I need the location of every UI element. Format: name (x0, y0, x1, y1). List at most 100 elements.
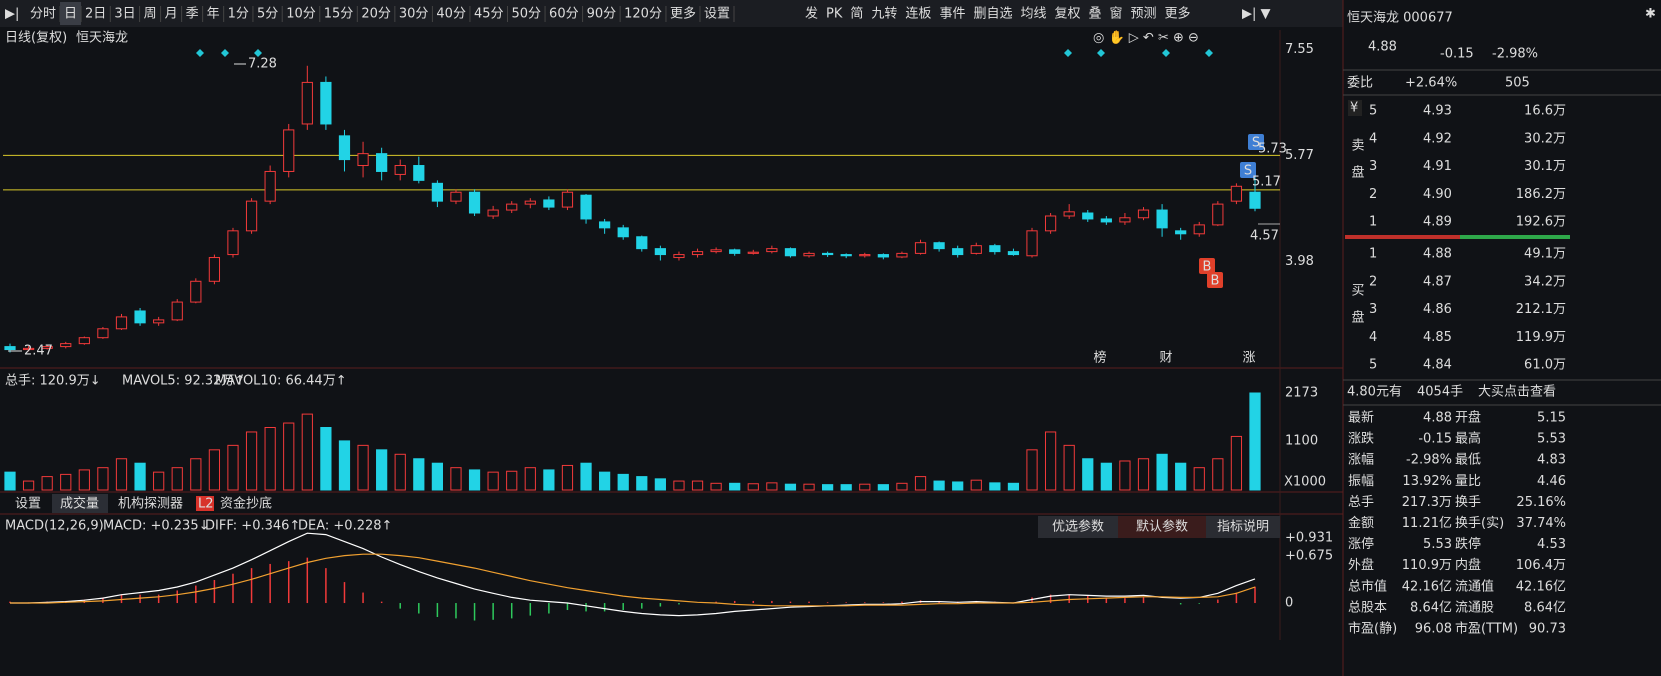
stat-label: 市盈(TTM) (1455, 621, 1518, 637)
level-volume: 61.0万 (1524, 358, 1566, 373)
vol-tick-label: 2173 (1285, 386, 1318, 401)
toolbar-item[interactable]: 3日 (114, 7, 135, 22)
level-volume: 16.6万 (1524, 104, 1566, 119)
vol-tick-label: 1100 (1285, 433, 1318, 448)
toolbar-item[interactable]: 30分 (399, 7, 429, 22)
toolbar-item[interactable]: 预测 (1131, 7, 1157, 22)
toolbar-item[interactable]: 20分 (361, 7, 391, 22)
volume-bar (840, 484, 852, 491)
toolbar-item[interactable]: 连板 (905, 6, 931, 22)
param-button-text[interactable]: 优选参数 (1052, 519, 1104, 535)
quote-price: 4.88 (1368, 40, 1397, 55)
stat-label: 总股本 (1348, 600, 1387, 615)
toolbar-icon[interactable]: ▶| ▼ (1242, 7, 1271, 22)
stat-label: 最低 (1455, 453, 1481, 468)
volume-bar (989, 482, 1001, 491)
volume-bar (673, 480, 685, 491)
toolbar-item[interactable]: 均线 (1020, 7, 1046, 22)
level-no: 3 (1369, 159, 1377, 174)
toolbar-item[interactable]: 年 (207, 7, 220, 22)
level-price: 4.87 (1423, 274, 1452, 289)
toolbar-item[interactable]: 月 (165, 7, 178, 22)
level-price: 4.86 (1423, 302, 1452, 317)
candle-body (134, 310, 146, 324)
volume-bar (1193, 467, 1205, 491)
b-marker (1199, 258, 1215, 274)
toolbar-item[interactable]: 5分 (257, 7, 278, 22)
volume-bar (747, 483, 759, 491)
volume-bar (766, 482, 778, 491)
toolbar-item[interactable]: 分时 (30, 7, 56, 22)
tab[interactable]: 成交量 (60, 496, 99, 512)
toolbar-item[interactable]: 更多 (1165, 6, 1191, 22)
quote-title: 恒天海龙 000677 (1347, 11, 1453, 26)
volume-bar (1044, 431, 1057, 491)
tab[interactable]: 机构探测器 (118, 497, 183, 512)
toolbar-item[interactable]: 90分 (587, 7, 617, 22)
volume-bar (338, 440, 351, 491)
stat-value: 5.53 (1423, 537, 1452, 552)
toolbar-item[interactable]: 更多 (670, 6, 696, 22)
stat-value: 106.4万 (1516, 558, 1566, 573)
candle-body (190, 280, 202, 303)
toolbar-item[interactable]: 40分 (436, 7, 466, 22)
toolbar-item[interactable]: PK (826, 7, 843, 22)
tab[interactable]: 资金抄底 (220, 496, 272, 512)
toolbar-item[interactable]: 发 (805, 6, 818, 22)
toolbar-item[interactable]: 日 (64, 7, 77, 22)
stat-value: 110.9万 (1402, 558, 1452, 573)
big-order[interactable]: 大买点击查看 (1478, 384, 1556, 400)
toolbar-item[interactable]: 简 (850, 6, 863, 22)
candle-body (78, 337, 90, 345)
stat-label: 流通值 (1455, 578, 1494, 594)
param-button-text[interactable]: 默认参数 (1136, 519, 1188, 535)
volume-bar (654, 478, 666, 491)
candle-body (859, 254, 871, 257)
volume-bar (283, 422, 295, 491)
volume-bar (171, 467, 183, 491)
param-button-text[interactable]: 指标说明 (1217, 520, 1269, 535)
event-mark: 财 (1159, 351, 1172, 366)
toolbar-item[interactable]: 60分 (549, 7, 579, 22)
toolbar-item[interactable]: 季 (186, 7, 199, 22)
toolbar-item[interactable]: 2日 (85, 7, 106, 22)
toolbar-item[interactable]: 事件 (939, 7, 965, 22)
candle-body (431, 182, 443, 202)
macd-header: DIFF: +0.346↑ (205, 519, 300, 534)
volume-bar (970, 479, 982, 491)
volume-bar (1175, 462, 1187, 491)
toolbar-item[interactable]: 10分 (286, 7, 316, 22)
volume-bar (1156, 453, 1168, 491)
toolbar-item[interactable]: 复权 (1054, 6, 1080, 22)
tab[interactable]: 设置 (15, 497, 41, 512)
toolbar-item[interactable]: 1分 (228, 7, 249, 22)
volume-bar (729, 482, 741, 491)
volume-bar (264, 427, 276, 491)
toolbar-item[interactable]: 周 (144, 7, 157, 22)
toolbar-item[interactable]: 120分 (624, 7, 662, 22)
toolbar-icon[interactable]: ▶| (5, 7, 19, 22)
settings-gear[interactable]: ✱ (1645, 7, 1656, 22)
toolbar-item[interactable]: 叠 (1089, 7, 1102, 22)
toolbar-item[interactable]: 45分 (474, 7, 504, 22)
candle-body (283, 129, 295, 172)
stat-label: 金额 (1348, 515, 1374, 531)
toolbar-item[interactable]: 50分 (512, 7, 542, 22)
stat-value: 42.16亿 (1516, 579, 1566, 594)
candle-body (41, 346, 53, 349)
toolbar-item[interactable]: 窗 (1110, 6, 1123, 22)
candle-body (320, 81, 332, 125)
toolbar-item[interactable]: 删自选 (973, 7, 1012, 22)
chart-tools[interactable]: ◎ ✋ ▷ ↶ ✂ ⊕ ⊖ (1093, 30, 1199, 46)
tab[interactable]: L2 (198, 497, 214, 512)
candle-body (264, 170, 276, 202)
toolbar-item[interactable]: 设置 (704, 7, 730, 22)
s-marker (1248, 134, 1264, 150)
toolbar-item[interactable]: 九转 (871, 7, 897, 22)
stat-value: 5.15 (1537, 411, 1566, 426)
toolbar-item[interactable]: 15分 (324, 7, 354, 22)
level-no: 2 (1369, 274, 1377, 289)
volume-header: MAVOL5: 92.32万↑ (122, 374, 245, 389)
